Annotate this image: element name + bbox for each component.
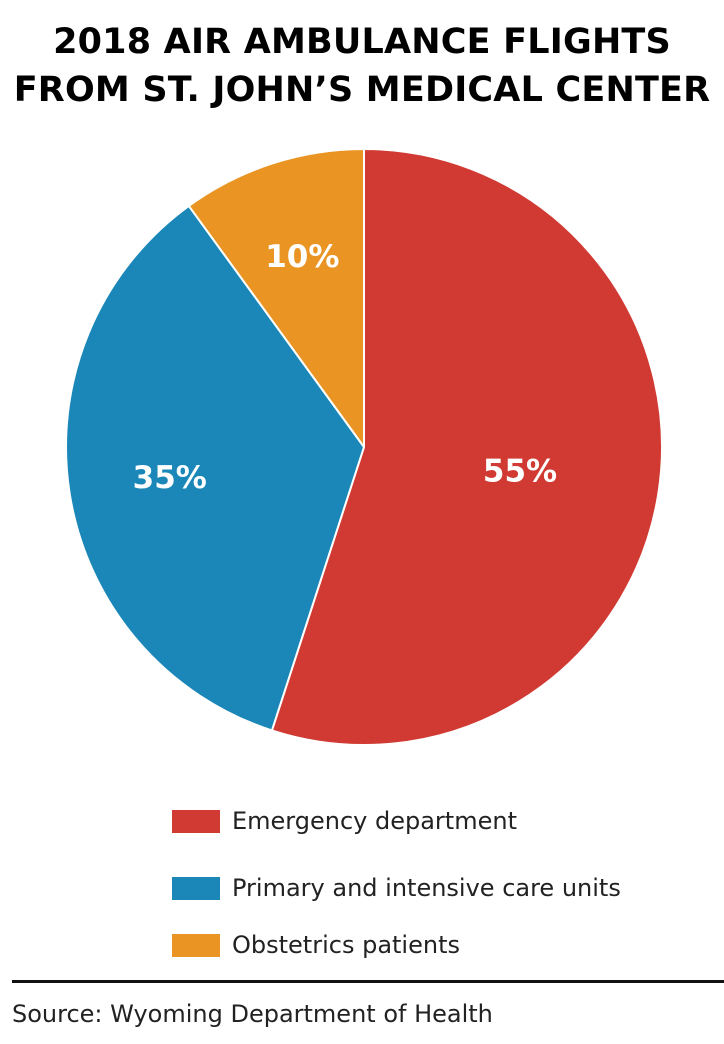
pie-slice-primary-intensive [65, 204, 365, 732]
pie-label-primary-intensive: 35% [133, 460, 207, 496]
legend-swatch-emergency [172, 809, 220, 833]
pie-slice-emergency [270, 148, 663, 746]
pie-label-obstetrics: 10% [265, 239, 339, 275]
pie-label-emergency: 55% [483, 454, 557, 490]
chart-title: 2018 AIR AMBULANCE FLIGHTS FROM ST. JOHN… [0, 18, 724, 114]
legend-label-primary-intensive: Primary and intensive care units [232, 874, 621, 902]
divider-rule [12, 980, 724, 983]
chart-title-line-1: 2018 AIR AMBULANCE FLIGHTS [53, 22, 671, 62]
chart-title-line-2: FROM ST. JOHN’S MEDICAL CENTER [13, 70, 711, 110]
legend-label-obstetrics: Obstetrics patients [232, 931, 460, 959]
pie-slice-obstetrics [187, 148, 365, 448]
legend-item-emergency: Emergency department [172, 806, 517, 836]
legend-item-primary-intensive: Primary and intensive care units [172, 873, 621, 903]
pie-chart: 55% 35% 10% [65, 148, 663, 746]
legend-label-emergency: Emergency department [232, 807, 517, 835]
source-note: Source: Wyoming Department of Health [12, 1000, 493, 1028]
legend-item-obstetrics: Obstetrics patients [172, 930, 460, 960]
legend-swatch-primary-intensive [172, 876, 220, 900]
legend-swatch-obstetrics [172, 933, 220, 957]
